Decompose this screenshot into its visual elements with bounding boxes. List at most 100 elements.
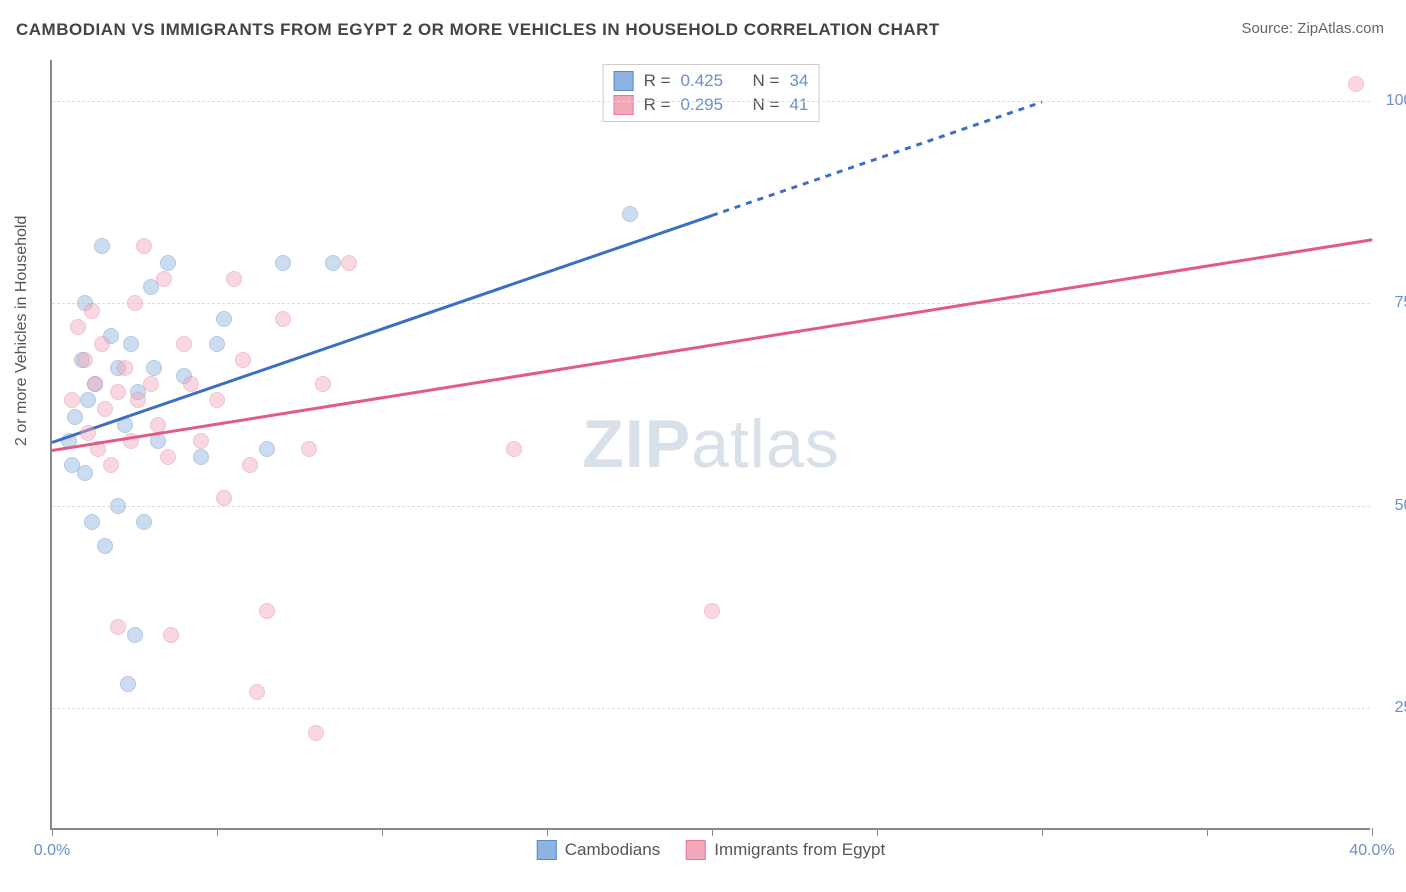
x-tick-label: 0.0% [34, 842, 70, 860]
x-tick [382, 828, 383, 836]
data-point [235, 352, 251, 368]
stats-swatch [614, 95, 634, 115]
data-point [506, 441, 522, 457]
data-point [143, 376, 159, 392]
data-point [308, 725, 324, 741]
grid-line [52, 708, 1370, 709]
data-point [226, 271, 242, 287]
data-point [622, 206, 638, 222]
data-point [1348, 76, 1364, 92]
data-point [127, 627, 143, 643]
data-point [315, 376, 331, 392]
data-point [136, 514, 152, 530]
stats-r-value: 0.295 [681, 95, 724, 115]
data-point [70, 319, 86, 335]
data-point [87, 376, 103, 392]
data-point [341, 255, 357, 271]
chart-title: CAMBODIAN VS IMMIGRANTS FROM EGYPT 2 OR … [16, 20, 940, 40]
x-tick [712, 828, 713, 836]
data-point [97, 401, 113, 417]
trend-line [52, 238, 1372, 451]
x-tick [1372, 828, 1373, 836]
data-point [704, 603, 720, 619]
grid-line [52, 101, 1370, 102]
stats-r-label: R = [644, 95, 671, 115]
y-tick-label: 100.0% [1386, 92, 1406, 110]
data-point [136, 238, 152, 254]
x-tick [877, 828, 878, 836]
data-point [146, 360, 162, 376]
data-point [94, 238, 110, 254]
x-tick [217, 828, 218, 836]
y-tick-label: 25.0% [1395, 699, 1406, 717]
data-point [325, 255, 341, 271]
series-legend: Cambodians Immigrants from Egypt [537, 840, 885, 860]
legend-label: Cambodians [565, 840, 660, 860]
data-point [97, 538, 113, 554]
data-point [301, 441, 317, 457]
data-point [130, 392, 146, 408]
chart-plot-area: ZIPatlas R =0.425 N =34R =0.295 N =41 Ca… [50, 60, 1370, 830]
data-point [275, 255, 291, 271]
data-point [209, 392, 225, 408]
data-point [117, 360, 133, 376]
data-point [176, 336, 192, 352]
legend-swatch [537, 840, 557, 860]
stats-legend-box: R = 0.425 N = 34 R = 0.295 N = 41 [603, 64, 820, 122]
grid-line [52, 303, 1370, 304]
y-axis-label: 2 or more Vehicles in Household [13, 216, 31, 446]
x-tick-label: 40.0% [1349, 842, 1394, 860]
legend-item: Immigrants from Egypt [686, 840, 885, 860]
data-point [110, 619, 126, 635]
data-point [110, 498, 126, 514]
stats-n-label: N = [753, 71, 780, 91]
data-point [160, 255, 176, 271]
y-tick-label: 75.0% [1395, 294, 1406, 312]
legend-item: Cambodians [537, 840, 660, 860]
watermark: ZIPatlas [582, 405, 839, 483]
data-point [259, 441, 275, 457]
data-point [84, 303, 100, 319]
data-point [156, 271, 172, 287]
grid-line [52, 506, 1370, 507]
stats-row: R = 0.425 N = 34 [614, 69, 809, 93]
data-point [67, 409, 83, 425]
data-point [193, 449, 209, 465]
stats-n-label: N = [753, 95, 780, 115]
x-tick [52, 828, 53, 836]
data-point [80, 392, 96, 408]
stats-n-value: 41 [789, 95, 808, 115]
stats-r-value: 0.425 [681, 71, 724, 91]
stats-swatch [614, 71, 634, 91]
data-point [193, 433, 209, 449]
data-point [209, 336, 225, 352]
data-point [77, 465, 93, 481]
x-tick [1207, 828, 1208, 836]
data-point [183, 376, 199, 392]
legend-label: Immigrants from Egypt [714, 840, 885, 860]
data-point [103, 457, 119, 473]
legend-swatch [686, 840, 706, 860]
data-point [123, 336, 139, 352]
data-point [80, 425, 96, 441]
stats-r-label: R = [644, 71, 671, 91]
x-tick [547, 828, 548, 836]
data-point [120, 676, 136, 692]
x-tick [1042, 828, 1043, 836]
data-point [64, 392, 80, 408]
data-point [249, 684, 265, 700]
data-point [127, 295, 143, 311]
data-point [216, 311, 232, 327]
y-tick-label: 50.0% [1395, 497, 1406, 515]
data-point [77, 352, 93, 368]
stats-n-value: 34 [789, 71, 808, 91]
data-point [110, 384, 126, 400]
data-point [242, 457, 258, 473]
data-point [163, 627, 179, 643]
data-point [160, 449, 176, 465]
stats-row: R = 0.295 N = 41 [614, 93, 809, 117]
data-point [275, 311, 291, 327]
data-point [94, 336, 110, 352]
data-point [259, 603, 275, 619]
data-point [216, 490, 232, 506]
